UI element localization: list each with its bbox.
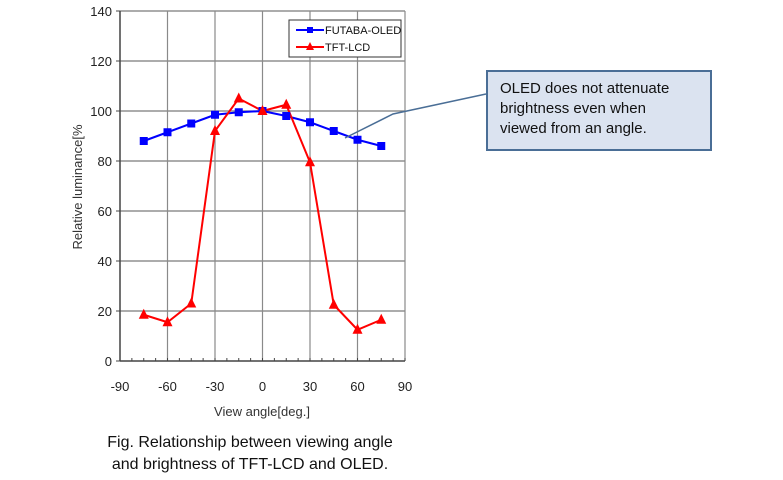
square-marker-icon — [282, 112, 291, 120]
figure-caption: Fig. Relationship between viewing angle … — [60, 432, 440, 476]
triangle-marker-icon — [305, 156, 315, 167]
grid-lines — [120, 10, 406, 361]
legend-box — [288, 19, 402, 58]
legend-item-oled: FUTABA-OLED — [296, 25, 401, 37]
square-marker-icon — [329, 127, 338, 135]
triangle-marker-icon — [376, 313, 387, 324]
axes — [116, 10, 406, 362]
square-marker-icon — [187, 119, 196, 128]
caption-line-2: and brightness of TFT-LCD and OLED. — [111, 456, 389, 473]
annotation-callout: OLED does not attenuate brightness even … — [486, 70, 712, 151]
y-tick-labels: 0 20 40 60 80 100 120 140 — [90, 4, 112, 369]
annotation-line-2: brightness even when — [500, 100, 646, 117]
y-tick-label: 40 — [98, 254, 112, 269]
annotation-connector — [344, 93, 487, 139]
triangle-marker-icon — [281, 98, 292, 109]
triangle-marker-icon — [328, 298, 339, 309]
caption-line-1: Fig. Relationship between viewing angle — [107, 434, 393, 451]
chart: 0 20 40 60 80 100 120 140 -90 -60 -30 0 30 60 90 View… — [70, 4, 487, 419]
data-series — [138, 92, 387, 334]
square-marker-icon — [377, 142, 386, 150]
legend-label-oled: FUTABA-OLED — [325, 25, 401, 37]
y-axis-title: Relative luminance[% — [70, 124, 85, 249]
square-marker-icon — [139, 137, 148, 145]
annotation-line-1: OLED does not attenuate — [500, 80, 670, 97]
y-tick-label: 80 — [98, 154, 112, 169]
x-tick-label: -90 — [111, 379, 130, 394]
square-marker-icon — [234, 108, 243, 117]
x-tick-label: 90 — [398, 379, 412, 394]
x-tick-label: -30 — [206, 379, 225, 394]
legend-item-lcd: TFT-LCD — [296, 42, 370, 54]
square-marker-icon — [306, 118, 314, 127]
triangle-marker-icon — [162, 316, 173, 327]
triangle-marker-icon — [306, 42, 314, 50]
y-tick-label: 140 — [90, 4, 112, 19]
y-tick-label: 100 — [90, 104, 112, 119]
triangle-marker-icon — [210, 125, 220, 135]
triangle-marker-icon — [233, 92, 244, 103]
x-tick-label: 30 — [303, 379, 317, 394]
y-tick-label: 20 — [98, 304, 112, 319]
x-tick-label: 0 — [259, 379, 266, 394]
x-axis-title: View angle[deg.] — [214, 404, 310, 419]
x-tick-label: -60 — [158, 379, 177, 394]
x-tick-label: 60 — [350, 379, 364, 394]
triangle-marker-icon — [186, 297, 197, 308]
triangle-marker-icon — [138, 308, 149, 319]
legend: FUTABA-OLED TFT-LCD — [288, 19, 402, 58]
triangle-marker-icon — [257, 105, 268, 115]
y-tick-label: 0 — [105, 354, 112, 369]
square-marker-icon — [307, 27, 313, 33]
square-marker-icon — [163, 128, 172, 137]
triangle-marker-icon — [352, 323, 363, 334]
y-tick-label: 120 — [90, 54, 112, 69]
annotation-line-3: viewed from an angle. — [500, 120, 647, 137]
y-tick-label: 60 — [98, 204, 112, 219]
square-marker-icon — [353, 135, 362, 144]
x-tick-labels: -90 -60 -30 0 30 60 90 — [111, 379, 413, 394]
square-marker-icon — [211, 110, 219, 119]
legend-label-lcd: TFT-LCD — [325, 42, 370, 54]
